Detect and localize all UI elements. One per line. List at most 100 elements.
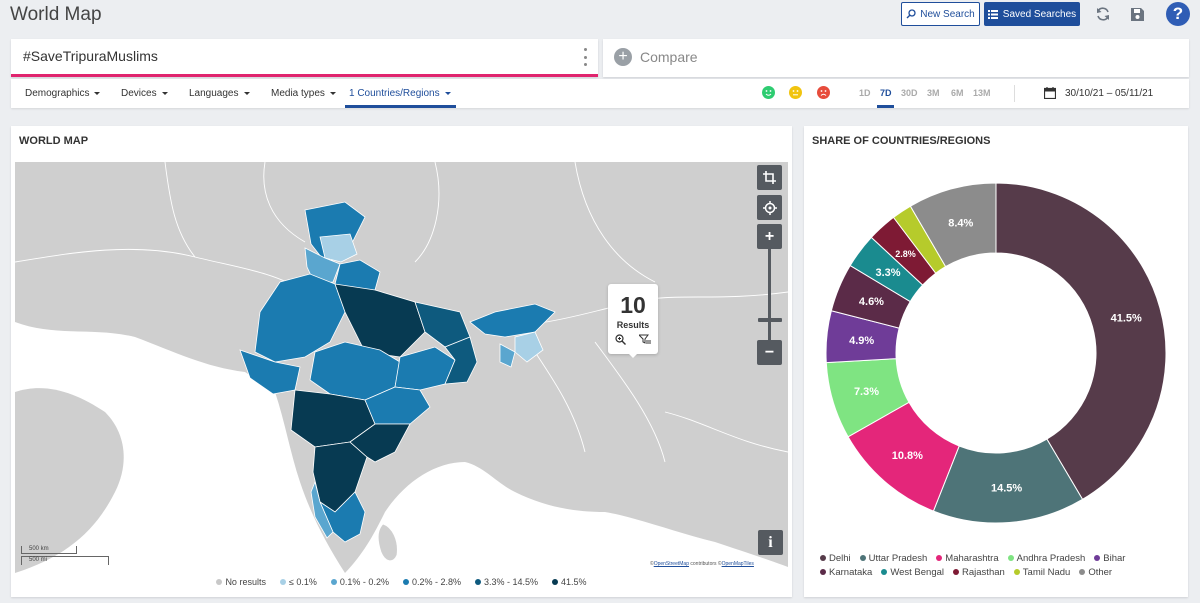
compare-label: Compare [640,49,698,65]
legend-label: Andhra Pradesh [1016,552,1086,564]
compare-card[interactable]: + Compare [603,39,1189,77]
legend-item-other[interactable]: Other [1079,567,1112,578]
slice-label-rajasthan: 2.8% [895,249,916,259]
top-bar: World Map New Search Saved Searches ? [0,0,1200,34]
slice-label-karnataka: 4.6% [859,296,884,308]
zoom-slider-track[interactable] [768,249,771,341]
map-canvas[interactable] [15,162,788,573]
active-filter-indicator [345,105,456,108]
sentiment-negative-icon[interactable] [817,86,830,99]
period-3m[interactable]: 3M [927,88,940,98]
legend-swatch [1013,569,1020,575]
legend-swatch [820,555,826,561]
legend-item-west-bengal[interactable]: West Bengal [881,567,944,578]
legend-label: Other [1088,566,1113,578]
refresh-icon[interactable] [1092,4,1114,24]
save-icon[interactable] [1126,4,1148,24]
share-title: SHARE OF COUNTRIES/REGIONS [812,135,991,147]
search-icon [906,9,916,19]
search-query[interactable]: #SaveTripuraMuslims [23,48,158,64]
world-map[interactable] [15,162,788,573]
slice-other[interactable] [909,182,997,268]
slice-label-other: 8.4% [948,218,973,230]
slice-label-maharashtra: 10.8% [892,450,923,462]
legend-item-andhra-pradesh[interactable]: Andhra Pradesh [1007,552,1086,564]
list-icon [987,9,998,19]
openstreetmap-link[interactable]: OpenStreetMap [653,561,689,567]
crop-icon[interactable] [757,165,782,190]
period-30d[interactable]: 30D [901,88,918,98]
openmaptiles-link[interactable]: OpenMapTiles [721,561,754,567]
new-search-label: New Search [920,8,975,20]
legend-41-5: 41.5% [552,577,587,587]
legend-item-karnataka[interactable]: Karnataka [820,567,872,578]
share-card: SHARE OF COUNTRIES/REGIONS 41.5% 14.5% 10.… [804,126,1188,597]
legend-item-tamil-nadu[interactable]: Tamil Nadu [1013,567,1070,578]
filter-media-types[interactable]: Media types [271,88,336,99]
legend-swatch [1007,555,1014,561]
slice-label-bihar: 4.9% [849,335,874,347]
filter-region-icon[interactable] [639,334,652,345]
filter-bar: Demographics Devices Languages Media typ… [11,79,1189,108]
legend-no-results: No results [216,577,266,587]
legend-swatch [1079,569,1086,575]
legend-le-0-1: ≤ 0.1% [279,577,317,587]
legend-item-uttar-pradesh[interactable]: Uttar Pradesh [859,553,927,564]
legend-label: Bihar [1103,552,1126,564]
new-search-button[interactable]: New Search [901,2,980,26]
legend-item-delhi[interactable]: Delhi [820,553,851,564]
legend-swatch [936,555,943,561]
filter-demographics[interactable]: Demographics [25,88,101,99]
zoom-in-button[interactable]: + [757,224,782,249]
search-query-card[interactable]: #SaveTripuraMuslims [11,39,598,77]
legend-swatch [881,569,888,575]
period-6m[interactable]: 6M [951,88,964,98]
sentiment-neutral-icon[interactable] [789,86,802,99]
locate-icon[interactable] [757,195,782,220]
filter-devices[interactable]: Devices [121,88,168,99]
slice-label-west-bengal: 3.3% [876,267,901,279]
results-popup: 10 Results [608,284,658,358]
filter-languages[interactable]: Languages [189,88,250,99]
legend-swatch [953,569,960,575]
results-count: 10 [620,292,646,318]
legend-0-2-2-8: 0.2% - 2.8% [402,577,461,587]
legend-swatch [1094,555,1101,561]
slice-label-andhra-pradesh: 7.3% [854,386,879,398]
zoom-to-region-icon[interactable] [615,334,626,345]
slice-label-delhi: 41.5% [1111,312,1142,324]
map-attribution: ©OpenStreetMap contributors ©OpenMapTile… [650,561,754,567]
legend-label: Karnataka [829,566,873,578]
add-compare-icon[interactable]: + [614,48,632,66]
sentiment-positive-icon[interactable] [762,86,775,99]
legend-item-rajasthan[interactable]: Rajasthan [953,567,1005,578]
legend-item-bihar[interactable]: Bihar [1094,553,1125,564]
more-options-icon[interactable] [580,48,590,66]
world-map-card: WORLD MAP [11,126,792,597]
filter-countries-regions[interactable]: 1 Countries/Regions [349,88,451,99]
legend-label: West Bengal [890,566,945,578]
saved-searches-button[interactable]: Saved Searches [984,2,1080,26]
period-13m[interactable]: 13M [973,88,991,98]
saved-searches-label: Saved Searches [1002,8,1077,20]
scale-mi: 500 mi [21,556,109,565]
zoom-slider-handle[interactable] [758,318,782,322]
map-info-button[interactable]: i [758,530,783,555]
legend-row: Karnataka West Bengal Rajasthan Tamil Nadu O… [820,565,1180,579]
world-map-title: WORLD MAP [19,135,89,147]
share-donut-chart[interactable]: 41.5% 14.5% 10.8% 7.3% 4.9% 4.6% 3.3% 2.8% 8.4% [804,126,1188,546]
date-range[interactable]: 30/10/21 – 05/11/21 [1065,88,1154,99]
help-icon[interactable]: ? [1166,2,1190,26]
legend-row: Delhi Uttar Pradesh Maharashtra Andhra Prad… [820,551,1180,565]
zoom-out-button[interactable]: − [757,340,782,365]
period-7d[interactable]: 7D [880,88,892,98]
scale-km: 500 km [21,546,77,554]
slice-delhi[interactable] [995,182,1167,501]
legend-item-maharashtra[interactable]: Maharashtra [936,552,999,564]
legend-label: Maharashtra [945,552,999,564]
legend-swatch [859,555,866,561]
period-1d[interactable]: 1D [859,88,871,98]
calendar-icon[interactable] [1044,87,1056,99]
share-legend: Delhi Uttar Pradesh Maharashtra Andhra Prad… [820,551,1180,579]
page-title: World Map [10,4,102,25]
